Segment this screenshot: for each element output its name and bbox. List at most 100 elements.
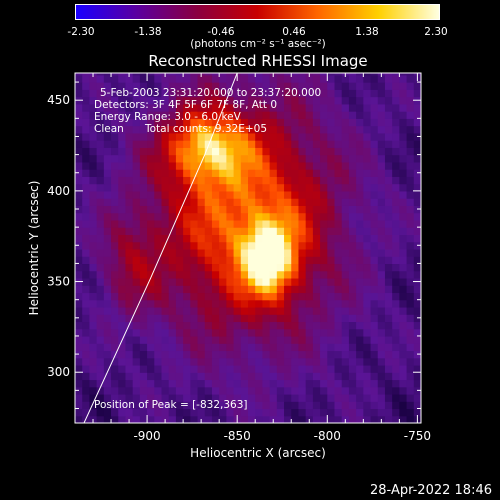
heatmap-cell xyxy=(183,401,191,410)
heatmap-cell xyxy=(139,125,148,134)
heatmap-cell xyxy=(399,321,408,330)
heatmap-cell xyxy=(334,234,343,243)
heatmap-cell xyxy=(356,198,364,206)
heatmap-cell xyxy=(248,328,256,337)
heatmap-cell xyxy=(248,285,256,294)
y-tick-label: 450 xyxy=(47,93,70,107)
heatmap-cell xyxy=(262,256,271,265)
heatmap-cell xyxy=(406,364,415,373)
heatmap-cell xyxy=(240,140,249,148)
heatmap-cell xyxy=(384,263,393,272)
heatmap-cell xyxy=(233,212,242,221)
heatmap-cell xyxy=(204,270,213,279)
heatmap-cell xyxy=(392,212,400,221)
heatmap-cell xyxy=(219,364,227,373)
heatmap-cell xyxy=(233,89,242,98)
heatmap-cell xyxy=(363,364,372,373)
heatmap-cell xyxy=(312,125,321,134)
heatmap-cell xyxy=(348,169,357,177)
heatmap-cell xyxy=(154,169,163,177)
heatmap-cell xyxy=(399,227,408,235)
heatmap-cell xyxy=(291,379,300,388)
heatmap-cell xyxy=(384,234,393,243)
heatmap-cell xyxy=(356,314,364,323)
heatmap-cell xyxy=(255,335,264,344)
heatmap-cell xyxy=(211,350,220,359)
heatmap-cell xyxy=(276,125,285,134)
heatmap-cell xyxy=(298,306,307,315)
heatmap-cell xyxy=(75,292,83,301)
heatmap-cell xyxy=(147,74,155,83)
heatmap-cell xyxy=(262,350,271,359)
heatmap-cell xyxy=(168,328,177,337)
heatmap-cell xyxy=(248,248,256,257)
heatmap-cell xyxy=(226,154,235,163)
heatmap-cell xyxy=(96,379,105,388)
heatmap-cell xyxy=(219,219,227,228)
heatmap-cell xyxy=(377,386,386,395)
heatmap-cell xyxy=(219,176,227,185)
heatmap-cell xyxy=(190,379,199,388)
heatmap-cell xyxy=(262,270,271,279)
heatmap-cell xyxy=(276,241,285,250)
heatmap-cell xyxy=(139,306,148,315)
heatmap-cell xyxy=(82,379,91,388)
heatmap-cell xyxy=(377,212,386,221)
heatmap-cell xyxy=(262,147,271,156)
heatmap-cell xyxy=(320,292,328,301)
heatmap-cell xyxy=(334,335,343,344)
heatmap-cell xyxy=(291,357,300,366)
heatmap-cell xyxy=(89,285,98,294)
heatmap-cell xyxy=(413,335,421,344)
heatmap-cell xyxy=(291,328,300,337)
heatmap-cell xyxy=(183,285,191,294)
heatmap-cell xyxy=(348,415,357,423)
heatmap-cell xyxy=(211,328,220,337)
heatmap-cell xyxy=(111,256,119,265)
heatmap-cell xyxy=(327,190,336,199)
heatmap-cell xyxy=(392,227,400,235)
heatmap-cell xyxy=(161,408,170,417)
heatmap-cell xyxy=(219,183,227,192)
heatmap-cell xyxy=(197,96,206,105)
heatmap-cell xyxy=(348,248,357,257)
heatmap-cell xyxy=(363,256,372,265)
heatmap-cell xyxy=(334,372,343,381)
heatmap-cell xyxy=(168,321,177,330)
heatmap-cell xyxy=(139,372,148,381)
heatmap-cell xyxy=(204,227,213,235)
heatmap-cell xyxy=(111,285,119,294)
heatmap-cell xyxy=(406,103,415,112)
heatmap-cell xyxy=(406,89,415,98)
heatmap-cell xyxy=(284,270,292,279)
heatmap-cell xyxy=(413,140,421,148)
heatmap-cell xyxy=(161,169,170,177)
heatmap-cell xyxy=(82,328,91,337)
heatmap-cell xyxy=(320,270,328,279)
heatmap-cell xyxy=(298,198,307,206)
heatmap-cell xyxy=(356,212,364,221)
heatmap-cell xyxy=(370,248,379,257)
heatmap-cell xyxy=(341,372,350,381)
heatmap-cell xyxy=(276,299,285,308)
heatmap-cell xyxy=(269,118,278,127)
heatmap-cell xyxy=(154,321,163,330)
heatmap-cell xyxy=(211,292,220,301)
heatmap-cell xyxy=(204,328,213,337)
heatmap-cell xyxy=(320,372,328,381)
heatmap-cell xyxy=(197,393,206,402)
heatmap-cell xyxy=(276,415,285,423)
heatmap-cell xyxy=(305,176,314,185)
heatmap-cell xyxy=(161,183,170,192)
heatmap-cell xyxy=(219,408,227,417)
heatmap-cell xyxy=(399,248,408,257)
heatmap-cell xyxy=(334,393,343,402)
heatmap-cell xyxy=(377,140,386,148)
heatmap-cell xyxy=(269,103,278,112)
heatmap-cell xyxy=(327,89,336,98)
heatmap-cell xyxy=(89,343,98,352)
heatmap-cell xyxy=(168,227,177,235)
heatmap-cell xyxy=(190,183,199,192)
heatmap-cell xyxy=(320,285,328,294)
